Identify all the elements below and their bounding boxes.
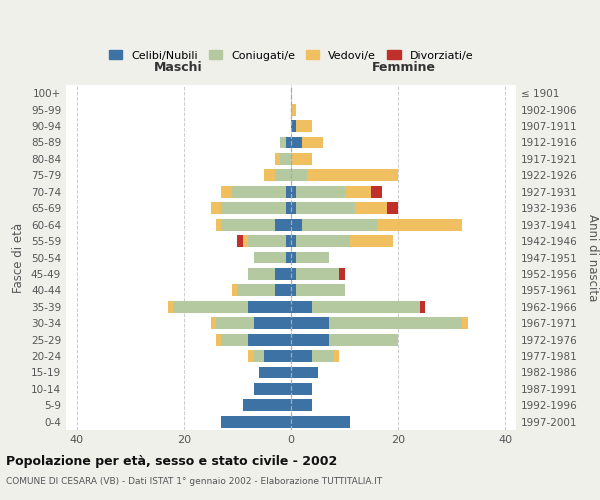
Bar xyxy=(291,202,296,214)
Y-axis label: Fasce di età: Fasce di età xyxy=(13,222,25,292)
Bar xyxy=(296,284,344,296)
Bar xyxy=(238,284,275,296)
Bar xyxy=(216,218,221,230)
Bar xyxy=(173,301,248,312)
Bar xyxy=(291,383,313,395)
Bar xyxy=(291,416,350,428)
Bar xyxy=(216,334,221,345)
Bar xyxy=(254,350,264,362)
Bar xyxy=(371,186,382,198)
Bar xyxy=(254,318,291,329)
Bar xyxy=(275,218,291,230)
Text: Maschi: Maschi xyxy=(154,60,203,74)
Bar xyxy=(344,186,371,198)
Bar xyxy=(286,186,291,198)
Bar xyxy=(329,318,463,329)
Bar xyxy=(291,120,296,132)
Text: Popolazione per età, sesso e stato civile - 2002: Popolazione per età, sesso e stato civil… xyxy=(6,455,337,468)
Bar xyxy=(221,202,286,214)
Bar xyxy=(339,268,344,280)
Bar xyxy=(291,400,313,411)
Bar xyxy=(254,252,286,264)
Bar xyxy=(291,366,318,378)
Bar xyxy=(296,252,329,264)
Bar xyxy=(291,301,313,312)
Legend: Celibi/Nubili, Coniugati/e, Vedovi/e, Divorziati/e: Celibi/Nubili, Coniugati/e, Vedovi/e, Di… xyxy=(104,46,478,65)
Bar xyxy=(291,318,329,329)
Bar xyxy=(238,235,243,247)
Bar xyxy=(302,218,377,230)
Bar xyxy=(291,186,296,198)
Bar xyxy=(168,301,173,312)
Text: COMUNE DI CESARA (VB) - Dati ISTAT 1° gennaio 2002 - Elaborazione TUTTITALIA.IT: COMUNE DI CESARA (VB) - Dati ISTAT 1° ge… xyxy=(6,478,382,486)
Bar xyxy=(350,235,393,247)
Bar xyxy=(286,252,291,264)
Bar xyxy=(211,202,221,214)
Bar xyxy=(221,416,291,428)
Bar xyxy=(334,350,339,362)
Bar xyxy=(291,252,296,264)
Bar xyxy=(211,318,216,329)
Bar xyxy=(264,350,291,362)
Bar xyxy=(291,218,302,230)
Bar xyxy=(296,268,339,280)
Bar xyxy=(329,334,398,345)
Bar xyxy=(286,136,291,148)
Bar xyxy=(296,120,313,132)
Bar xyxy=(377,218,463,230)
Bar xyxy=(248,301,291,312)
Bar xyxy=(216,318,254,329)
Bar xyxy=(275,170,291,181)
Bar xyxy=(248,268,275,280)
Bar xyxy=(313,350,334,362)
Bar xyxy=(232,186,286,198)
Bar xyxy=(463,318,468,329)
Bar xyxy=(259,366,291,378)
Bar xyxy=(221,334,248,345)
Bar xyxy=(286,202,291,214)
Text: Femmine: Femmine xyxy=(371,60,436,74)
Bar xyxy=(254,383,291,395)
Bar xyxy=(221,218,275,230)
Bar xyxy=(291,334,329,345)
Bar xyxy=(248,334,291,345)
Bar xyxy=(275,284,291,296)
Bar xyxy=(291,284,296,296)
Bar xyxy=(248,350,254,362)
Bar xyxy=(248,235,286,247)
Bar xyxy=(221,186,232,198)
Bar xyxy=(264,170,275,181)
Bar xyxy=(307,170,398,181)
Bar xyxy=(296,202,355,214)
Bar xyxy=(291,104,296,116)
Bar xyxy=(232,284,238,296)
Bar xyxy=(419,301,425,312)
Bar xyxy=(291,235,296,247)
Bar xyxy=(280,153,291,165)
Bar xyxy=(291,136,302,148)
Bar xyxy=(280,136,286,148)
Bar xyxy=(313,301,419,312)
Y-axis label: Anni di nascita: Anni di nascita xyxy=(586,214,599,301)
Bar xyxy=(286,235,291,247)
Bar xyxy=(275,268,291,280)
Bar xyxy=(296,186,344,198)
Bar xyxy=(275,153,280,165)
Bar xyxy=(388,202,398,214)
Bar xyxy=(302,136,323,148)
Bar xyxy=(296,235,350,247)
Bar xyxy=(291,170,307,181)
Bar xyxy=(291,153,313,165)
Bar xyxy=(243,235,248,247)
Bar xyxy=(291,268,296,280)
Bar xyxy=(355,202,388,214)
Bar xyxy=(291,350,313,362)
Bar xyxy=(243,400,291,411)
